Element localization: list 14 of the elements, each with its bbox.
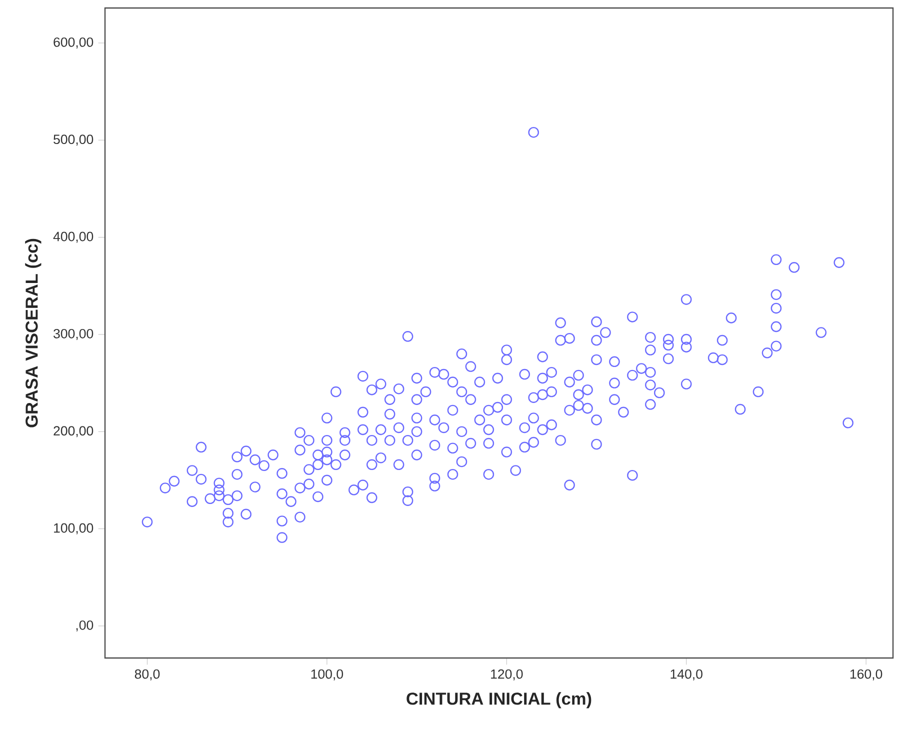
- x-axis-title: CINTURA INICIAL (cm): [406, 692, 592, 708]
- x-tick-label: 120,0: [491, 669, 523, 680]
- y-tick-label: 600,00: [54, 37, 94, 48]
- x-tick-label: 140,0: [670, 669, 702, 680]
- y-tick-label: 400,00: [53, 232, 94, 243]
- x-tick-label: 160,0: [850, 669, 882, 680]
- x-tick-label: 100,0: [311, 669, 344, 680]
- y-tick-label: 500,00: [54, 134, 94, 146]
- y-tick-label: 200,00: [54, 426, 94, 438]
- y-tick-label: 300,00: [54, 328, 94, 340]
- y-tick-label: 100,00: [54, 523, 94, 534]
- x-tick-label: 80,0: [134, 669, 160, 680]
- y-axis-title: GRASA VISCERAL (cc): [25, 238, 42, 428]
- y-tick-label: ,00: [76, 620, 94, 632]
